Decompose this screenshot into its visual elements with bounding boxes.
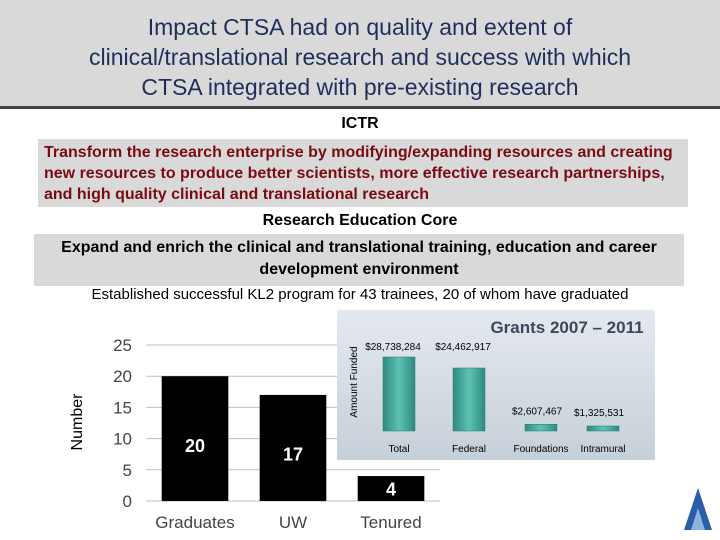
count-x-tick-label: Tenured: [360, 513, 421, 532]
count-y-tick-label: 15: [113, 398, 132, 417]
grants-x-tick-label: Foundations: [513, 444, 568, 455]
count-y-tick-label: 10: [113, 430, 132, 449]
count-axis: 0 5 10 15 20 25 Graduates UW Tenured: [113, 336, 422, 532]
count-y-tick-label: 5: [123, 461, 132, 480]
mission-box: [38, 139, 688, 207]
grants-x-tick-label: Total: [388, 444, 409, 455]
mission-statement: Transform the research enterprise by mod…: [44, 144, 673, 203]
grants-data-label: $1,325,531: [574, 408, 624, 419]
grants-chart-title: Grants 2007 – 2011: [490, 318, 643, 337]
count-y-tick-label: 0: [123, 492, 132, 511]
grants-data-label: $24,462,917: [435, 342, 491, 353]
grants-bar: [524, 424, 558, 432]
core-goal: Expand and enrich the clinical and trans…: [61, 239, 657, 278]
count-x-tick-label: Graduates: [155, 513, 234, 532]
count-bars: 20 17 4: [161, 376, 425, 501]
grants-chart: Grants 2007 – 2011 $28,738,284 Total $24,4…: [337, 310, 655, 460]
achievement-text: Established successful KL2 program for 4…: [91, 286, 629, 303]
count-data-label: 17: [283, 444, 303, 464]
grants-x-tick-label: Federal: [452, 444, 486, 455]
grants-bars: $28,738,284 Total $24,462,917 Federal $2,607…: [365, 342, 625, 455]
title-band: [0, 0, 720, 109]
grants-bar: [382, 356, 416, 432]
grants-bar: [586, 425, 620, 432]
count-y-tick-label: 25: [113, 336, 132, 355]
goal-box: [34, 234, 684, 286]
count-data-label: 4: [386, 480, 396, 500]
logo-icon: [680, 482, 716, 534]
section-heading: ICTR: [341, 115, 379, 132]
grants-bar: [452, 367, 486, 432]
grants-y-axis-label: Amount Funded: [349, 346, 360, 417]
grants-x-tick-label: Intramural: [580, 444, 625, 455]
grants-data-label: $2,607,467: [512, 406, 562, 417]
count-y-tick-label: 20: [113, 367, 132, 386]
grants-data-label: $28,738,284: [365, 342, 421, 353]
count-x-tick-label: UW: [279, 513, 307, 532]
count-bar: [259, 394, 327, 501]
count-bar: [161, 376, 229, 501]
count-y-axis-label: Number: [69, 393, 86, 451]
count-data-label: 20: [185, 436, 205, 456]
count-bar: [357, 476, 425, 501]
core-heading: Research Education Core: [262, 212, 458, 229]
trainee-bar-chart: 20 17 4 0 5 10 15 20 25 Graduates UW Tenured Numbe…: [69, 336, 440, 532]
page-title: Impact CTSA had on quality and extent of…: [88, 14, 632, 100]
